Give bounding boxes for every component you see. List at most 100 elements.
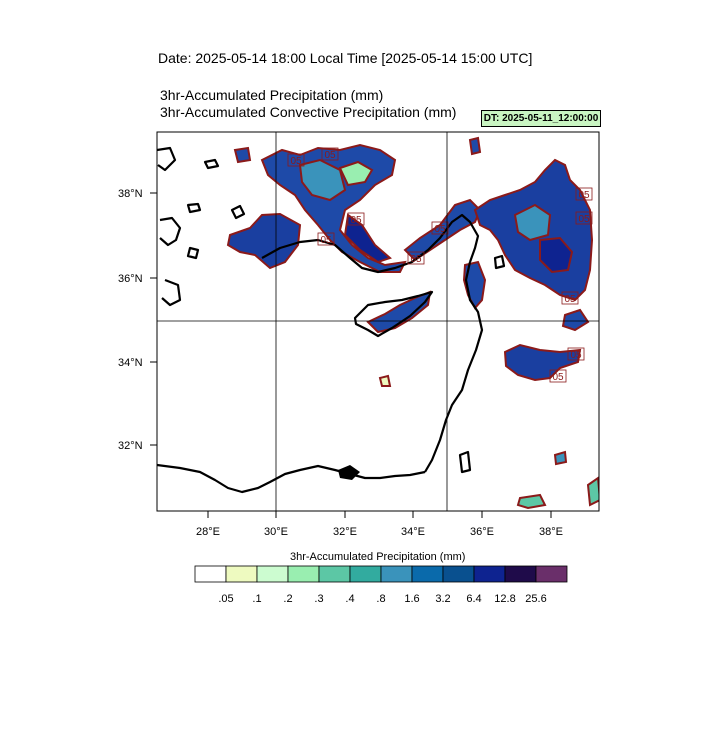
precip-cell [503,343,582,382]
coastline-island-4 [186,246,200,260]
contour-label-11-text: 05 [410,254,422,265]
colorbar-label-3: .3 [314,593,324,605]
colorbar-swatch-0 [194,565,227,583]
contour-label-4: 05 [317,232,335,246]
contour-label-6: 05 [575,187,593,201]
colorbar-label-7: 3.2 [435,593,451,605]
contour-label-11: 05 [407,251,425,265]
coastlines [157,146,506,494]
precip-cell [513,203,552,242]
colorbar-label-8: 6.4 [466,593,482,605]
colorbar [194,565,568,583]
field-title-precipitation: 3hr-Accumulated Precipitation (mm) [160,87,384,103]
colorbar-label-6: 1.6 [404,593,420,605]
precip-cell [343,213,392,264]
colorbar-label-5: .8 [376,593,386,605]
colorbar-swatch-9 [473,565,506,583]
map-frame [156,131,600,512]
date-title: Date: 2025-05-14 18:00 Local Time [2025-… [158,50,533,66]
lat-label-38n: 38°N [118,188,143,200]
colorbar-label-0: .05 [218,593,234,605]
coastline-island-3 [230,204,246,220]
coastline-aegean-1 [157,146,177,172]
precip-cell [378,374,392,387]
colorbar-swatch-2 [256,565,289,583]
precip-cell [366,290,432,334]
contour-label-3-text: 05 [350,215,362,226]
contour-label-9-text: 05 [570,350,582,361]
precip-cell [468,136,482,156]
map-plot-area: 05 05 05 05 05 05 05 05 05 05 05 [157,132,599,511]
colorbar-label-10: 25.6 [525,593,547,605]
contour-label-7-text: 05 [578,214,590,225]
coastline-island-1 [203,158,220,170]
contour-label-10-text: 05 [552,372,564,383]
coastline-island-6 [493,254,506,270]
colorbar-label-4: .4 [345,593,355,605]
grid-lines [157,132,599,511]
contour-label-2: 05 [321,147,339,161]
contour-label-2-text: 05 [324,150,336,161]
coastline-cyprus [353,290,434,338]
colorbar-swatch-1 [225,565,258,583]
coastline-island-5 [458,450,472,474]
precip-cell [226,212,302,270]
precip-cell [338,160,374,187]
lon-label-36e: 36°E [470,526,494,538]
colorbar-swatch-4 [318,565,351,583]
longitude-axis: 28°E 30°E 32°E 34°E 36°E 38°E [196,511,563,538]
precip-cell [553,450,568,466]
lon-label-28e: 28°E [196,526,220,538]
lon-label-38e: 38°E [539,526,563,538]
coastline-aegean-2 [159,216,182,247]
colorbar-label-1: .1 [252,593,262,605]
colorbar-swatch-3 [287,565,320,583]
coastline-island-2 [186,202,202,214]
lat-label-36n: 36°N [118,273,143,285]
field-title-convective-precipitation: 3hr-Accumulated Convective Precipitation… [160,104,457,120]
init-time-badge: DT: 2025-05-11_12:00:00 [481,110,601,127]
contour-label-10: 05 [549,369,567,383]
contour-label-9: 05 [567,347,585,361]
precip-cell [539,236,574,274]
precip-cell [561,308,590,332]
precip-field [226,136,599,510]
contour-label-1: 05 [287,153,305,167]
colorbar-swatch-10 [504,565,537,583]
colorbar-swatch-8 [442,565,475,583]
latitude-axis: 38°N 36°N 34°N 32°N [118,188,157,452]
contour-label-3: 05 [347,212,365,226]
lon-label-30e: 30°E [264,526,288,538]
coastline-turkey-south [261,213,480,274]
colorbar-label-9: 12.8 [494,593,516,605]
lon-label-34e: 34°E [401,526,425,538]
coastline-egypt [157,463,426,494]
contour-labels: 05 05 05 05 05 05 05 05 05 05 05 [287,147,593,383]
lon-label-32e: 32°E [333,526,357,538]
colorbar-swatch-5 [349,565,382,583]
colorbar-swatch-11 [535,565,568,583]
lat-label-32n: 32°N [118,440,143,452]
precip-cell [516,493,547,510]
precip-cell [586,476,599,507]
contour-label-5: 05 [431,221,449,235]
colorbar-title: 3hr-Accumulated Precipitation (mm) [290,551,466,563]
contour-label-8-text: 05 [564,294,576,305]
contour-label-5-text: 05 [434,224,446,235]
coastline-levant [424,261,484,473]
coastline-aegean-3 [161,278,182,307]
colorbar-label-2: .2 [283,593,293,605]
contour-label-7: 05 [575,211,593,225]
coastline-nile-delta-lake [338,465,360,480]
precip-cell [298,158,347,202]
contour-label-1-text: 05 [290,156,302,167]
contour-label-6-text: 05 [578,190,590,201]
lat-label-34n: 34°N [118,357,143,369]
colorbar-swatch-7 [411,565,444,583]
precip-cell [233,146,252,164]
contour-label-8: 05 [561,291,579,305]
precip-cell [260,143,407,273]
contour-label-4-text: 05 [320,235,332,246]
colorbar-swatch-6 [380,565,413,583]
